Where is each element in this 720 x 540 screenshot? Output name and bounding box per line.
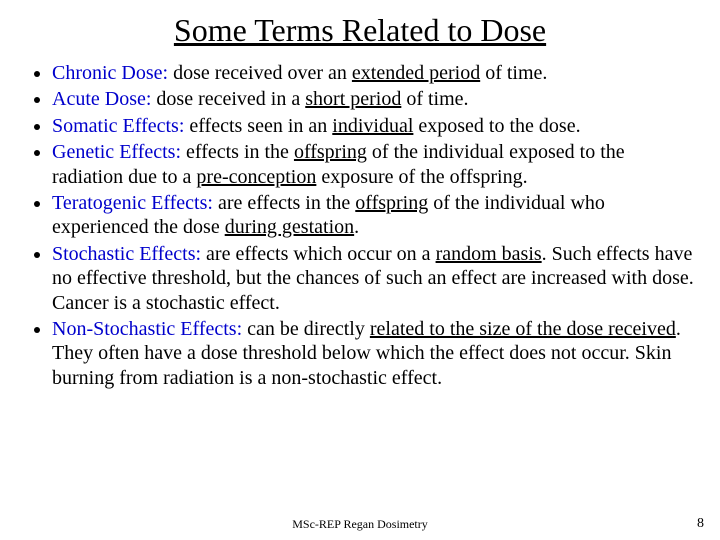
term-label: Acute Dose: [52, 88, 151, 110]
term-label: Genetic Effects: [52, 141, 181, 163]
term-text: . [354, 216, 359, 238]
list-item: Somatic Effects: effects seen in an indi… [52, 114, 696, 138]
term-label: Non-Stochastic Effects: [52, 318, 242, 340]
term-label: Somatic Effects: [52, 115, 184, 137]
list-item: Teratogenic Effects: are effects in the … [52, 191, 696, 240]
term-underline: individual [332, 115, 413, 137]
term-underline: short period [305, 88, 401, 110]
list-item: Chronic Dose: dose received over an exte… [52, 61, 696, 85]
term-label: Chronic Dose: [52, 62, 168, 84]
slide: Some Terms Related to Dose Chronic Dose:… [0, 0, 720, 540]
term-text: effects seen in an [184, 115, 332, 137]
term-text: of time. [480, 62, 547, 84]
term-underline: offspring [355, 192, 428, 214]
footer-text: MSc-REP Regan Dosimetry [0, 517, 720, 532]
term-text: effects in the [181, 141, 294, 163]
terms-list: Chronic Dose: dose received over an exte… [24, 61, 696, 390]
page-number: 8 [697, 516, 704, 532]
term-text: exposed to the dose. [413, 115, 580, 137]
list-item: Stochastic Effects: are effects which oc… [52, 242, 696, 315]
term-underline: related to the size of the dose received [370, 318, 676, 340]
list-item: Non-Stochastic Effects: can be directly … [52, 317, 696, 390]
page-title: Some Terms Related to Dose [24, 12, 696, 49]
list-item: Acute Dose: dose received in a short per… [52, 87, 696, 111]
term-text: are effects in the [213, 192, 355, 214]
term-text: of time. [401, 88, 468, 110]
term-text: exposure of the offspring. [316, 166, 527, 188]
term-text: can be directly [242, 318, 370, 340]
term-underline: during gestation [225, 216, 354, 238]
term-label: Teratogenic Effects: [52, 192, 213, 214]
list-item: Genetic Effects: effects in the offsprin… [52, 140, 696, 189]
term-underline: offspring [294, 141, 367, 163]
term-underline: extended period [352, 62, 480, 84]
term-label: Stochastic Effects: [52, 243, 201, 265]
term-underline: random basis [436, 243, 542, 265]
term-underline: pre-conception [196, 166, 316, 188]
term-text: are effects which occur on a [201, 243, 436, 265]
term-text: dose received in a [151, 88, 305, 110]
term-text: dose received over an [168, 62, 352, 84]
